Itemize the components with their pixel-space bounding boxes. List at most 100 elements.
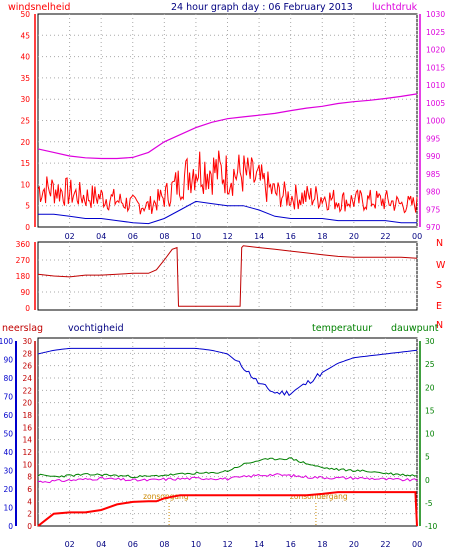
sun-annotation: zonsopgang: [143, 492, 189, 501]
humidity-tick-label: 90: [3, 356, 13, 365]
x-tick-label: 02: [65, 232, 75, 241]
temperature-tick-label: 10: [425, 430, 435, 439]
direction-label: W: [436, 260, 446, 271]
rain-tick-label: 30: [22, 337, 32, 346]
temperature-tick-label: 5: [425, 453, 430, 462]
x-tick-label: 22: [380, 540, 390, 549]
pressure-tick-label: 1015: [426, 63, 445, 72]
humidity-tick-label: 30: [3, 467, 13, 476]
windstoot-series-line: [37, 150, 418, 215]
temperature-tick-label: -10: [425, 522, 437, 531]
direction-label: S: [436, 280, 442, 291]
temperatuur-label: temperatuur: [312, 323, 372, 334]
humidity-tick-label: 40: [3, 448, 13, 457]
direction-tick-label: 0: [25, 304, 30, 313]
rain-tick-label: 22: [22, 386, 32, 395]
luchtdruk-series-line: [37, 93, 418, 160]
x-tick-label: 06: [128, 232, 138, 241]
humidity-tick-label: 10: [3, 504, 13, 513]
wind-tick-label: 40: [20, 53, 30, 62]
x-tick-label: 06: [128, 540, 138, 549]
vochtigheid-series-line: [37, 347, 418, 397]
rain-tick-label: 28: [22, 349, 32, 358]
pressure-tick-label: 1000: [426, 117, 445, 126]
x-tick-label: 00: [412, 540, 422, 549]
humidity-tick-label: 100: [0, 337, 13, 346]
x-tick-label: 18: [317, 232, 327, 241]
windsnelheid-label: windsnelheid: [8, 2, 70, 13]
temperatuur-series-line: [37, 457, 417, 479]
rain-tick-label: 14: [22, 436, 32, 445]
humidity-tick-label: 50: [3, 430, 13, 439]
graph-title: 24 hour graph day : 06 February 2013: [171, 2, 353, 13]
humidity-tick-label: 70: [3, 393, 13, 402]
x-tick-label: 16: [286, 232, 296, 241]
temperature-tick-label: -5: [425, 499, 433, 508]
x-tick-label: 04: [96, 540, 106, 549]
vochtigheid-label: vochtigheid: [68, 323, 124, 334]
x-tick-label: 18: [317, 540, 327, 549]
direction-tick-label: 270: [16, 256, 31, 265]
x-tick-label: 08: [159, 232, 169, 241]
direction-label: N: [436, 238, 443, 249]
sun-annotation: zonsondergang: [290, 492, 348, 501]
x-tick-label: 14: [254, 232, 264, 241]
pressure-tick-label: 1025: [426, 28, 445, 37]
wind-tick-label: 20: [20, 138, 30, 147]
direction-label: E: [436, 301, 442, 312]
pressure-tick-label: 975: [426, 205, 441, 214]
pressure-tick-label: 1030: [426, 10, 445, 19]
x-tick-label: 10: [191, 232, 201, 241]
windrichting-series-line: [37, 245, 418, 307]
x-tick-label: 10: [191, 540, 201, 549]
wind-tick-label: 30: [20, 95, 30, 104]
direction-label: N: [436, 320, 443, 331]
x-tick-label: 04: [96, 232, 106, 241]
x-tick-label: 14: [254, 540, 264, 549]
rain-tick-label: 26: [22, 362, 32, 371]
direction-tick-label: 180: [16, 272, 31, 281]
pressure-tick-label: 970: [426, 223, 441, 232]
rain-tick-label: 2: [27, 510, 32, 519]
pressure-tick-label: 985: [426, 170, 441, 179]
rain-tick-label: 24: [22, 374, 32, 383]
rain-tick-label: 6: [27, 485, 32, 494]
pressure-tick-label: 995: [426, 134, 441, 143]
rain-tick-label: 20: [22, 399, 32, 408]
wind-tick-label: 25: [20, 117, 30, 126]
pressure-tick-label: 980: [426, 188, 441, 197]
windsnelheid-series-line: [38, 200, 417, 225]
wind-tick-label: 50: [20, 10, 30, 19]
wind-tick-label: 15: [20, 159, 30, 168]
wind-tick-label: 45: [20, 31, 30, 40]
temperature-tick-label: 15: [425, 406, 435, 415]
x-tick-label: 16: [286, 540, 296, 549]
rain-tick-label: 10: [22, 460, 32, 469]
rain-tick-label: 12: [22, 448, 32, 457]
pressure-tick-label: 1020: [426, 46, 445, 55]
x-tick-label: 00: [412, 232, 422, 241]
temperature-tick-label: 0: [425, 476, 430, 485]
luchtdruk-label: luchtdruk: [372, 2, 418, 13]
dauwpunt-label: dauwpunt: [391, 323, 439, 334]
direction-tick-label: 360: [16, 240, 31, 249]
x-tick-label: 20: [349, 232, 359, 241]
x-tick-label: 20: [349, 540, 359, 549]
pressure-tick-label: 1005: [426, 99, 445, 108]
rain-tick-label: 8: [27, 473, 32, 482]
rain-tick-label: 0: [27, 522, 32, 531]
wind-tick-label: 5: [25, 202, 30, 211]
neerslag-label: neerslag: [2, 323, 43, 334]
rain-tick-label: 18: [22, 411, 32, 420]
temperature-tick-label: 30: [425, 337, 435, 346]
neerslag-series-line: [37, 491, 418, 527]
x-tick-label: 12: [223, 232, 233, 241]
humidity-tick-label: 80: [3, 374, 13, 383]
wind-tick-label: 0: [25, 223, 30, 232]
temperature-tick-label: 25: [425, 360, 435, 369]
humidity-tick-label: 60: [3, 411, 13, 420]
